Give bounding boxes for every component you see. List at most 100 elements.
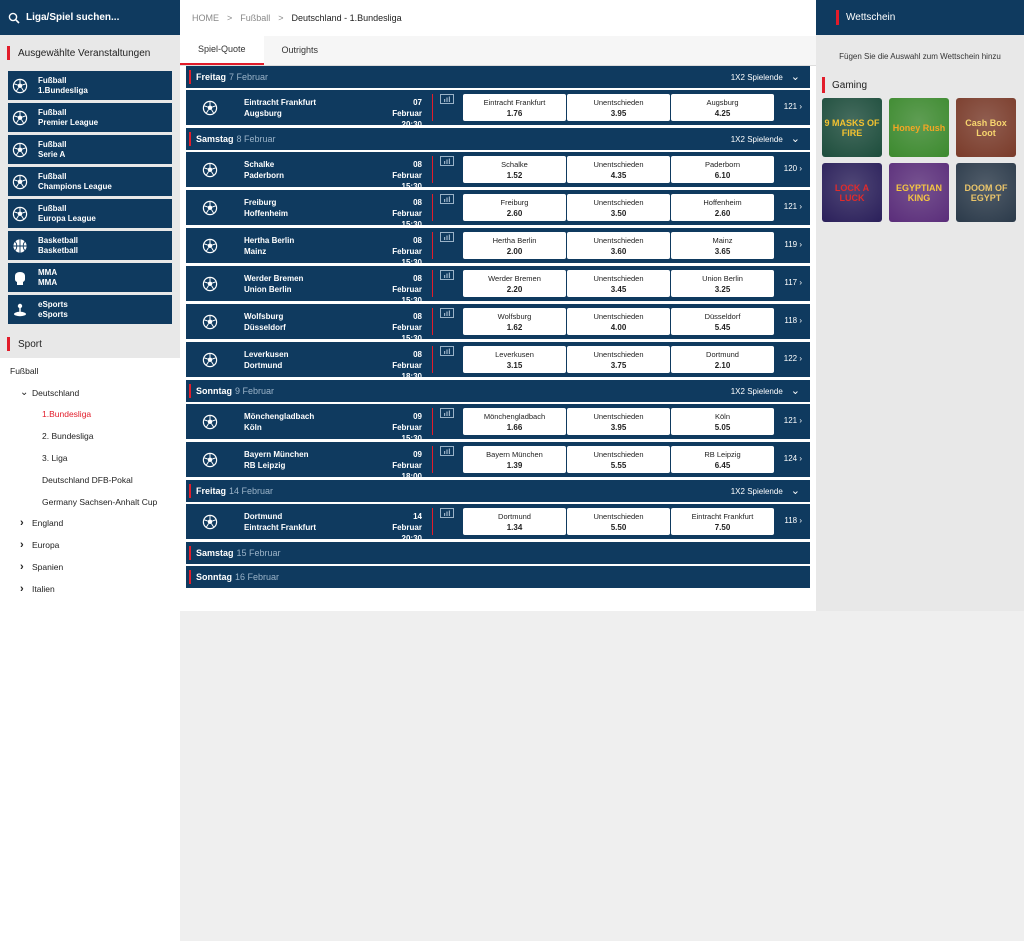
tab-spiel-quote[interactable]: Spiel-Quote bbox=[180, 35, 264, 65]
odds-button[interactable]: Mainz 3.65 bbox=[671, 232, 774, 259]
stats-icon[interactable] bbox=[440, 408, 454, 418]
stats-icon[interactable] bbox=[440, 446, 454, 456]
day-header[interactable]: Freitag 7 Februar 1X2 Spielende ⌄ bbox=[186, 66, 810, 88]
odds-button[interactable]: Unentschieden 4.35 bbox=[567, 156, 670, 183]
tree-item-deutschland[interactable]: ⌄ Deutschland bbox=[0, 382, 180, 404]
featured-item[interactable]: eSports eSports bbox=[8, 295, 172, 324]
tree-item-country[interactable]: › Europa bbox=[0, 534, 180, 556]
odds-button[interactable]: Unentschieden 3.45 bbox=[567, 270, 670, 297]
odds-button[interactable]: Unentschieden 5.50 bbox=[567, 508, 670, 535]
odds-button[interactable]: Dortmund 1.34 bbox=[463, 508, 566, 535]
featured-item[interactable]: Fußball 1.Bundesliga bbox=[8, 71, 172, 100]
match-row[interactable]: Hertha Berlin Mainz 08 Februar 15:30 Hertha … bbox=[186, 228, 810, 267]
tree-item-country[interactable]: › Spanien bbox=[0, 556, 180, 578]
game-tile[interactable]: LOCK A LUCK bbox=[822, 163, 882, 222]
more-markets-link[interactable]: 124 › bbox=[783, 454, 802, 463]
match-row[interactable]: Wolfsburg Düsseldorf 08 Februar 15:30 Wolfsb… bbox=[186, 304, 810, 343]
tree-item-league[interactable]: Deutschland DFB-Pokal bbox=[42, 474, 133, 485]
odds-button[interactable]: Köln 5.05 bbox=[671, 408, 774, 435]
more-markets-link[interactable]: 120 › bbox=[783, 164, 802, 173]
featured-item[interactable]: Fußball Champions League bbox=[8, 167, 172, 196]
match-row[interactable]: Schalke Paderborn 08 Februar 15:30 Schalke 1.… bbox=[186, 152, 810, 191]
odds-button[interactable]: Freiburg 2.60 bbox=[463, 194, 566, 221]
game-tile[interactable]: EGYPTIAN KING bbox=[889, 163, 949, 222]
featured-item[interactable]: Fußball Serie A bbox=[8, 135, 172, 164]
odds-button[interactable]: Unentschieden 4.00 bbox=[567, 308, 670, 335]
more-markets-link[interactable]: 119 › bbox=[784, 240, 802, 249]
match-row[interactable]: Leverkusen Dortmund 08 Februar 18:30 Leverku… bbox=[186, 342, 810, 381]
match-row[interactable]: Dortmund Eintracht Frankfurt 14 Februar 20:… bbox=[186, 504, 810, 543]
more-markets-link[interactable]: 118 › bbox=[784, 316, 802, 325]
stats-icon[interactable] bbox=[440, 308, 454, 318]
featured-item[interactable]: Fußball Premier League bbox=[8, 103, 172, 132]
game-tile[interactable]: Cash Box Loot bbox=[956, 98, 1016, 157]
more-markets-link[interactable]: 121 › bbox=[783, 202, 802, 211]
featured-item[interactable]: Basketball Basketball bbox=[8, 231, 172, 260]
odds-button[interactable]: Düsseldorf 5.45 bbox=[671, 308, 774, 335]
more-markets-link[interactable]: 121 › bbox=[783, 416, 802, 425]
odds-button[interactable]: Leverkusen 3.15 bbox=[463, 346, 566, 373]
more-markets-link[interactable]: 117 › bbox=[784, 278, 802, 287]
breadcrumb-sport[interactable]: Fußball bbox=[240, 13, 271, 23]
odds-button[interactable]: Unentschieden 3.75 bbox=[567, 346, 670, 373]
tree-item-league[interactable]: 1.Bundesliga bbox=[42, 409, 92, 420]
game-tile[interactable]: DOOM OF EGYPT bbox=[956, 163, 1016, 222]
featured-item[interactable]: MMA MMA bbox=[8, 263, 172, 292]
odds-button[interactable]: Wolfsburg 1.62 bbox=[463, 308, 566, 335]
game-tile[interactable]: 9 MASKS OF FIRE bbox=[822, 98, 882, 157]
tree-item-country[interactable]: › England bbox=[0, 513, 180, 535]
stats-icon[interactable] bbox=[440, 94, 454, 104]
match-row[interactable]: Werder Bremen Union Berlin 08 Februar 15:30… bbox=[186, 266, 810, 305]
day-header[interactable]: Sonntag 16 Februar bbox=[186, 566, 810, 588]
odds-button[interactable]: Eintracht Frankfurt 1.76 bbox=[463, 94, 566, 121]
odds-button[interactable]: Eintracht Frankfurt 7.50 bbox=[671, 508, 774, 535]
match-row[interactable]: Freiburg Hoffenheim 08 Februar 15:30 Freibur… bbox=[186, 190, 810, 229]
odds-button[interactable]: Werder Bremen 2.20 bbox=[463, 270, 566, 297]
more-markets-link[interactable]: 122 › bbox=[783, 354, 802, 363]
tree-item-league[interactable]: 2. Bundesliga bbox=[42, 431, 94, 442]
tree-item-league[interactable]: Germany Sachsen-Anhalt Cup bbox=[42, 496, 158, 507]
odds-button[interactable]: Unentschieden 3.95 bbox=[567, 94, 670, 121]
day-header[interactable]: Samstag 8 Februar 1X2 Spielende ⌄ bbox=[186, 128, 810, 150]
market-selector[interactable]: 1X2 Spielende ⌄ bbox=[731, 72, 800, 83]
odds-button[interactable]: Unentschieden 3.50 bbox=[567, 194, 670, 221]
odds-button[interactable]: Bayern München 1.39 bbox=[463, 446, 566, 473]
tree-item-country[interactable]: › Italien bbox=[0, 578, 180, 600]
market-selector[interactable]: 1X2 Spielende ⌄ bbox=[731, 486, 800, 497]
game-tile[interactable]: Honey Rush bbox=[889, 98, 949, 157]
odds-button[interactable]: RB Leipzig 6.45 bbox=[671, 446, 774, 473]
stats-icon[interactable] bbox=[440, 508, 454, 518]
day-header[interactable]: Freitag 14 Februar 1X2 Spielende ⌄ bbox=[186, 480, 810, 502]
stats-icon[interactable] bbox=[440, 232, 454, 242]
market-selector[interactable]: 1X2 Spielende ⌄ bbox=[731, 134, 800, 145]
market-selector[interactable]: 1X2 Spielende ⌄ bbox=[731, 386, 800, 397]
odds-button[interactable]: Unentschieden 3.95 bbox=[567, 408, 670, 435]
stats-icon[interactable] bbox=[440, 346, 454, 356]
odds-button[interactable]: Hertha Berlin 2.00 bbox=[463, 232, 566, 259]
stats-icon[interactable] bbox=[440, 194, 454, 204]
search-bar[interactable]: Liga/Spiel suchen... bbox=[0, 0, 180, 35]
odds-button[interactable]: Unentschieden 5.55 bbox=[567, 446, 670, 473]
odds-button[interactable]: Dortmund 2.10 bbox=[671, 346, 774, 373]
more-markets-link[interactable]: 118 › bbox=[784, 516, 802, 525]
featured-item[interactable]: Fußball Europa League bbox=[8, 199, 172, 228]
day-header[interactable]: Samstag 15 Februar bbox=[186, 542, 810, 564]
stats-icon[interactable] bbox=[440, 270, 454, 280]
more-markets-link[interactable]: 121 › bbox=[783, 102, 802, 111]
match-row[interactable]: Bayern München RB Leipzig 09 Februar 18:00 B… bbox=[186, 442, 810, 481]
tree-item-fussball[interactable]: Fußball bbox=[10, 365, 39, 376]
tree-item-league[interactable]: 3. Liga bbox=[42, 453, 68, 464]
odds-button[interactable]: Augsburg 4.25 bbox=[671, 94, 774, 121]
odds-button[interactable]: Hoffenheim 2.60 bbox=[671, 194, 774, 221]
match-row[interactable]: Mönchengladbach Köln 09 Februar 15:30 Mönche… bbox=[186, 404, 810, 443]
day-header[interactable]: Sonntag 9 Februar 1X2 Spielende ⌄ bbox=[186, 380, 810, 402]
betslip-header[interactable]: Wettschein bbox=[816, 0, 1024, 35]
odds-button[interactable]: Unentschieden 3.60 bbox=[567, 232, 670, 259]
odds-button[interactable]: Union Berlin 3.25 bbox=[671, 270, 774, 297]
stats-icon[interactable] bbox=[440, 156, 454, 166]
odds-button[interactable]: Mönchengladbach 1.66 bbox=[463, 408, 566, 435]
tab-outrights[interactable]: Outrights bbox=[281, 45, 319, 55]
odds-button[interactable]: Schalke 1.52 bbox=[463, 156, 566, 183]
match-row[interactable]: Eintracht Frankfurt Augsburg 07 Februar 20:… bbox=[186, 90, 810, 129]
breadcrumb-home[interactable]: HOME bbox=[192, 13, 219, 23]
